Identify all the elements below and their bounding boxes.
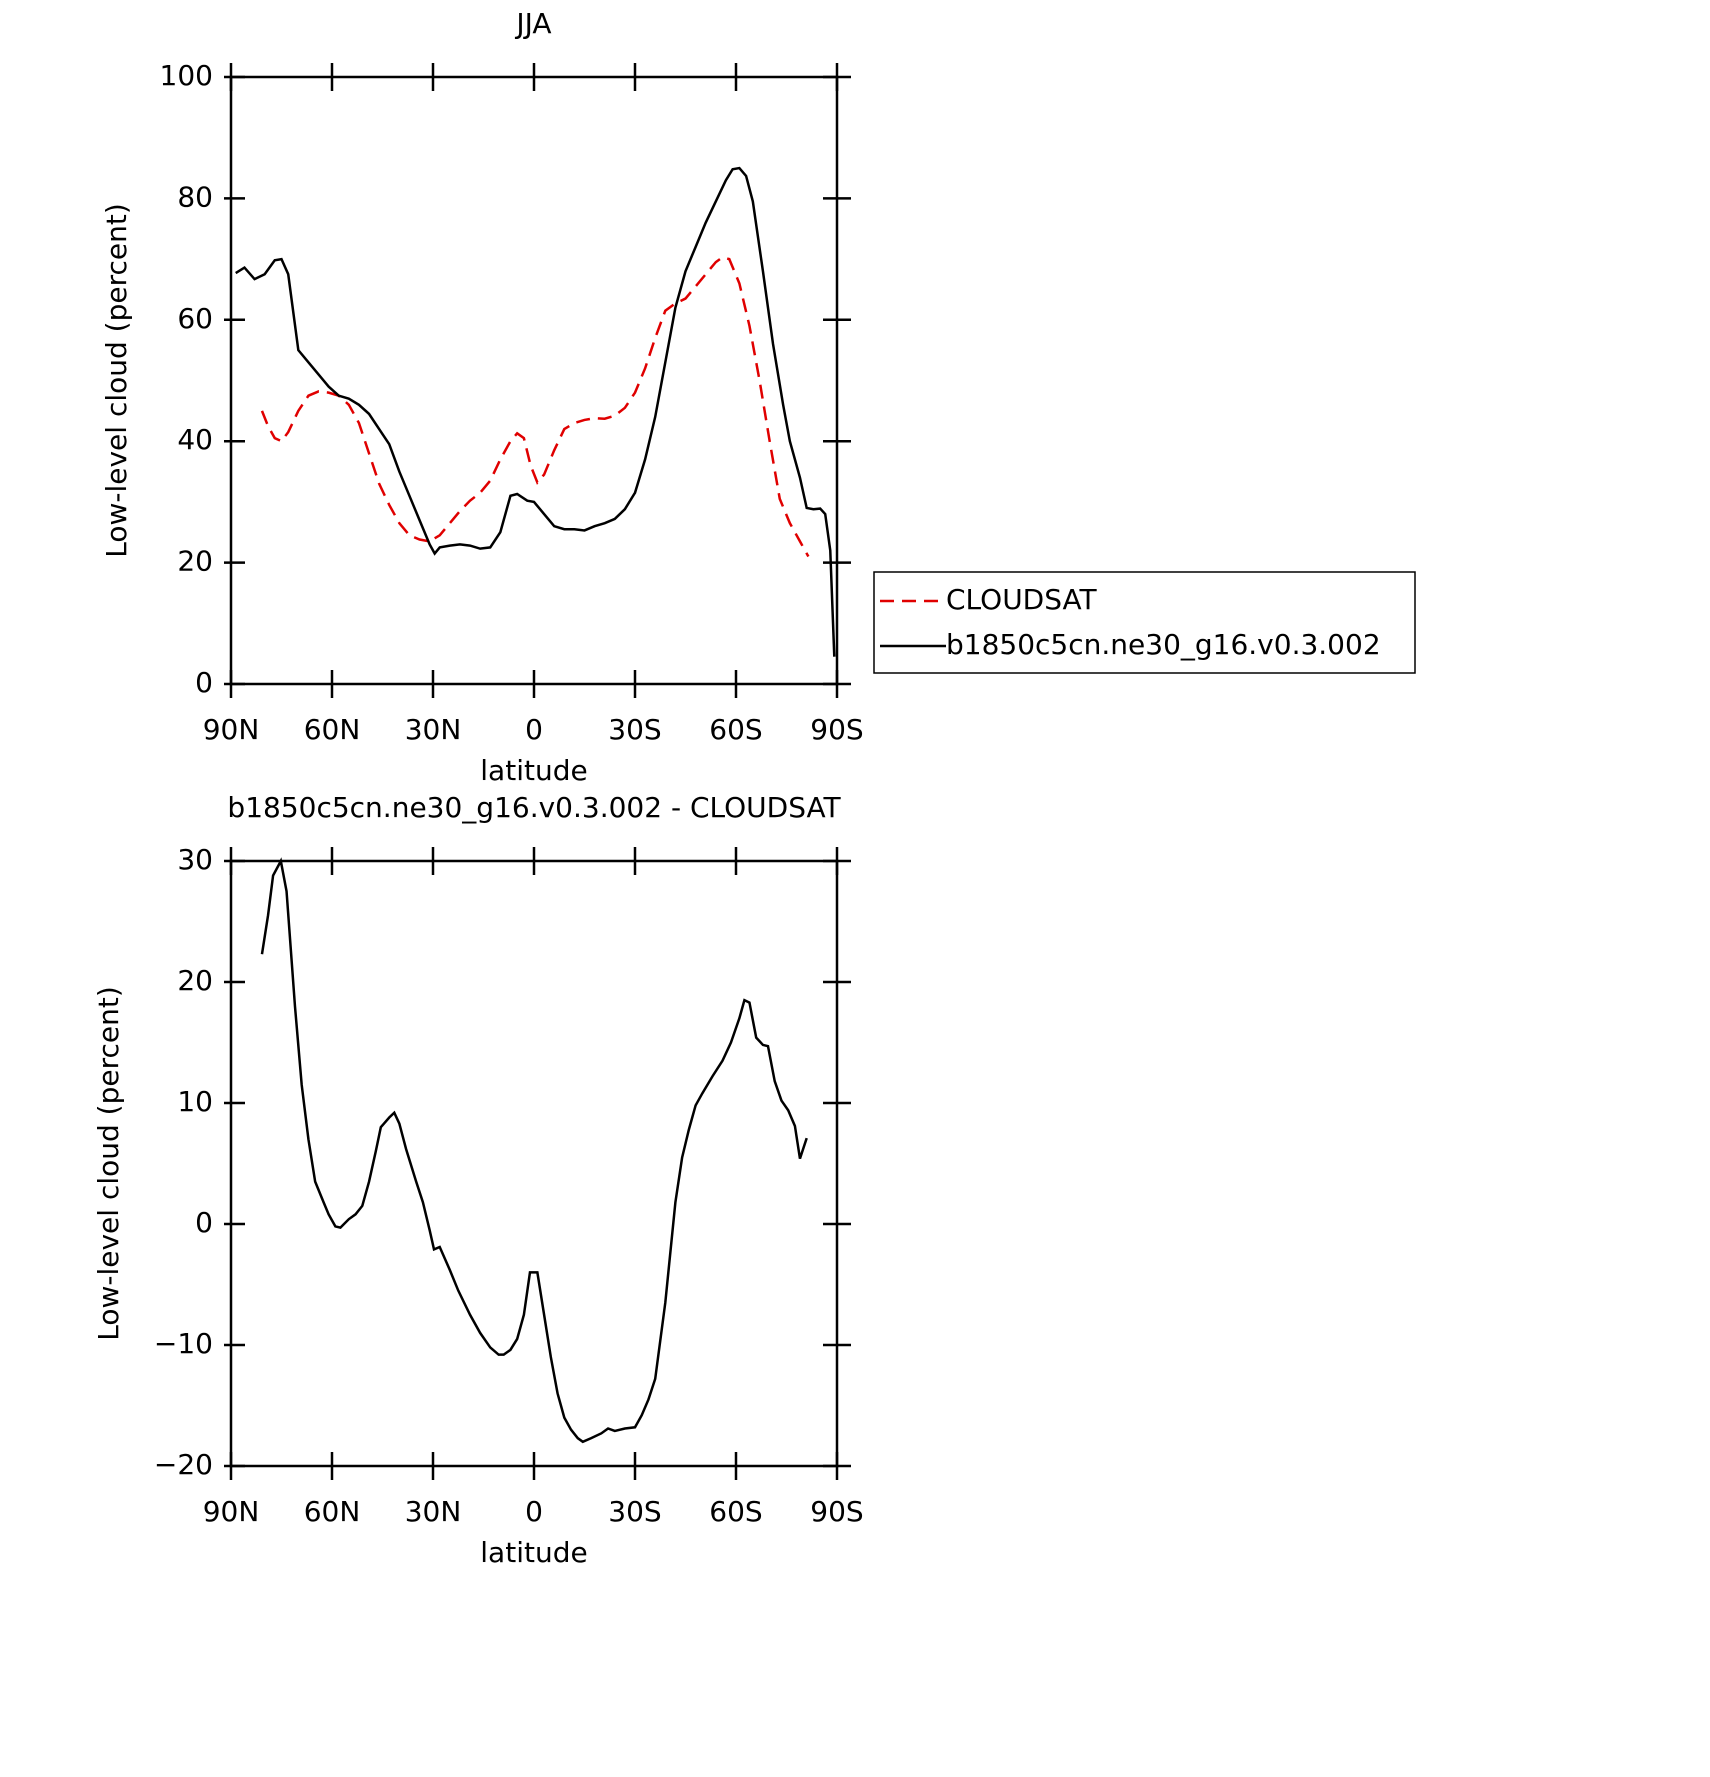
y-tick-label: 0 — [195, 1206, 213, 1239]
x-tick-label: 60S — [709, 713, 762, 746]
x-tick-label: 0 — [525, 713, 543, 746]
chart-title: b1850c5cn.ne30_g16.v0.3.002 - CLOUDSAT — [227, 791, 841, 824]
y-tick-label: 100 — [160, 59, 213, 92]
x-tick-label: 30S — [608, 1495, 661, 1528]
plot-frame — [229, 75, 839, 686]
y-tick-label: −20 — [154, 1448, 213, 1481]
x-tick-label: 0 — [525, 1495, 543, 1528]
data-line — [260, 255, 810, 558]
x-tick-label: 60S — [709, 1495, 762, 1528]
y-tick-label: −10 — [154, 1327, 213, 1360]
x-tick-label: 90N — [203, 1495, 260, 1528]
chart-title: JJA — [514, 7, 551, 40]
x-tick-label: 60N — [304, 713, 361, 746]
y-axis-label: Low-level cloud (percent) — [100, 203, 133, 558]
x-tick-label: 60N — [304, 1495, 361, 1528]
y-axis-label: Low-level cloud (percent) — [92, 986, 125, 1341]
y-tick-label: 80 — [177, 180, 213, 213]
plot-frame — [229, 859, 839, 1468]
x-tick-label: 90N — [203, 713, 260, 746]
y-tick-label: 30 — [177, 843, 213, 876]
x-axis-label: latitude — [480, 754, 587, 787]
x-tick-label: 30N — [405, 1495, 462, 1528]
legend-label: b1850c5cn.ne30_g16.v0.3.002 — [946, 628, 1381, 661]
y-tick-label: 20 — [177, 964, 213, 997]
legend-label: CLOUDSAT — [946, 583, 1098, 616]
x-tick-label: 30S — [608, 713, 661, 746]
data-line — [235, 166, 836, 657]
data-line — [260, 857, 808, 1444]
x-axis-label: latitude — [480, 1536, 587, 1569]
y-tick-label: 0 — [195, 666, 213, 699]
x-tick-label: 30N — [405, 713, 462, 746]
y-tick-label: 10 — [177, 1085, 213, 1118]
y-tick-label: 60 — [177, 302, 213, 335]
y-tick-label: 20 — [177, 545, 213, 578]
legend-box — [873, 571, 1416, 674]
x-tick-label: 90S — [810, 1495, 863, 1528]
y-tick-label: 40 — [177, 423, 213, 456]
x-tick-label: 90S — [810, 713, 863, 746]
